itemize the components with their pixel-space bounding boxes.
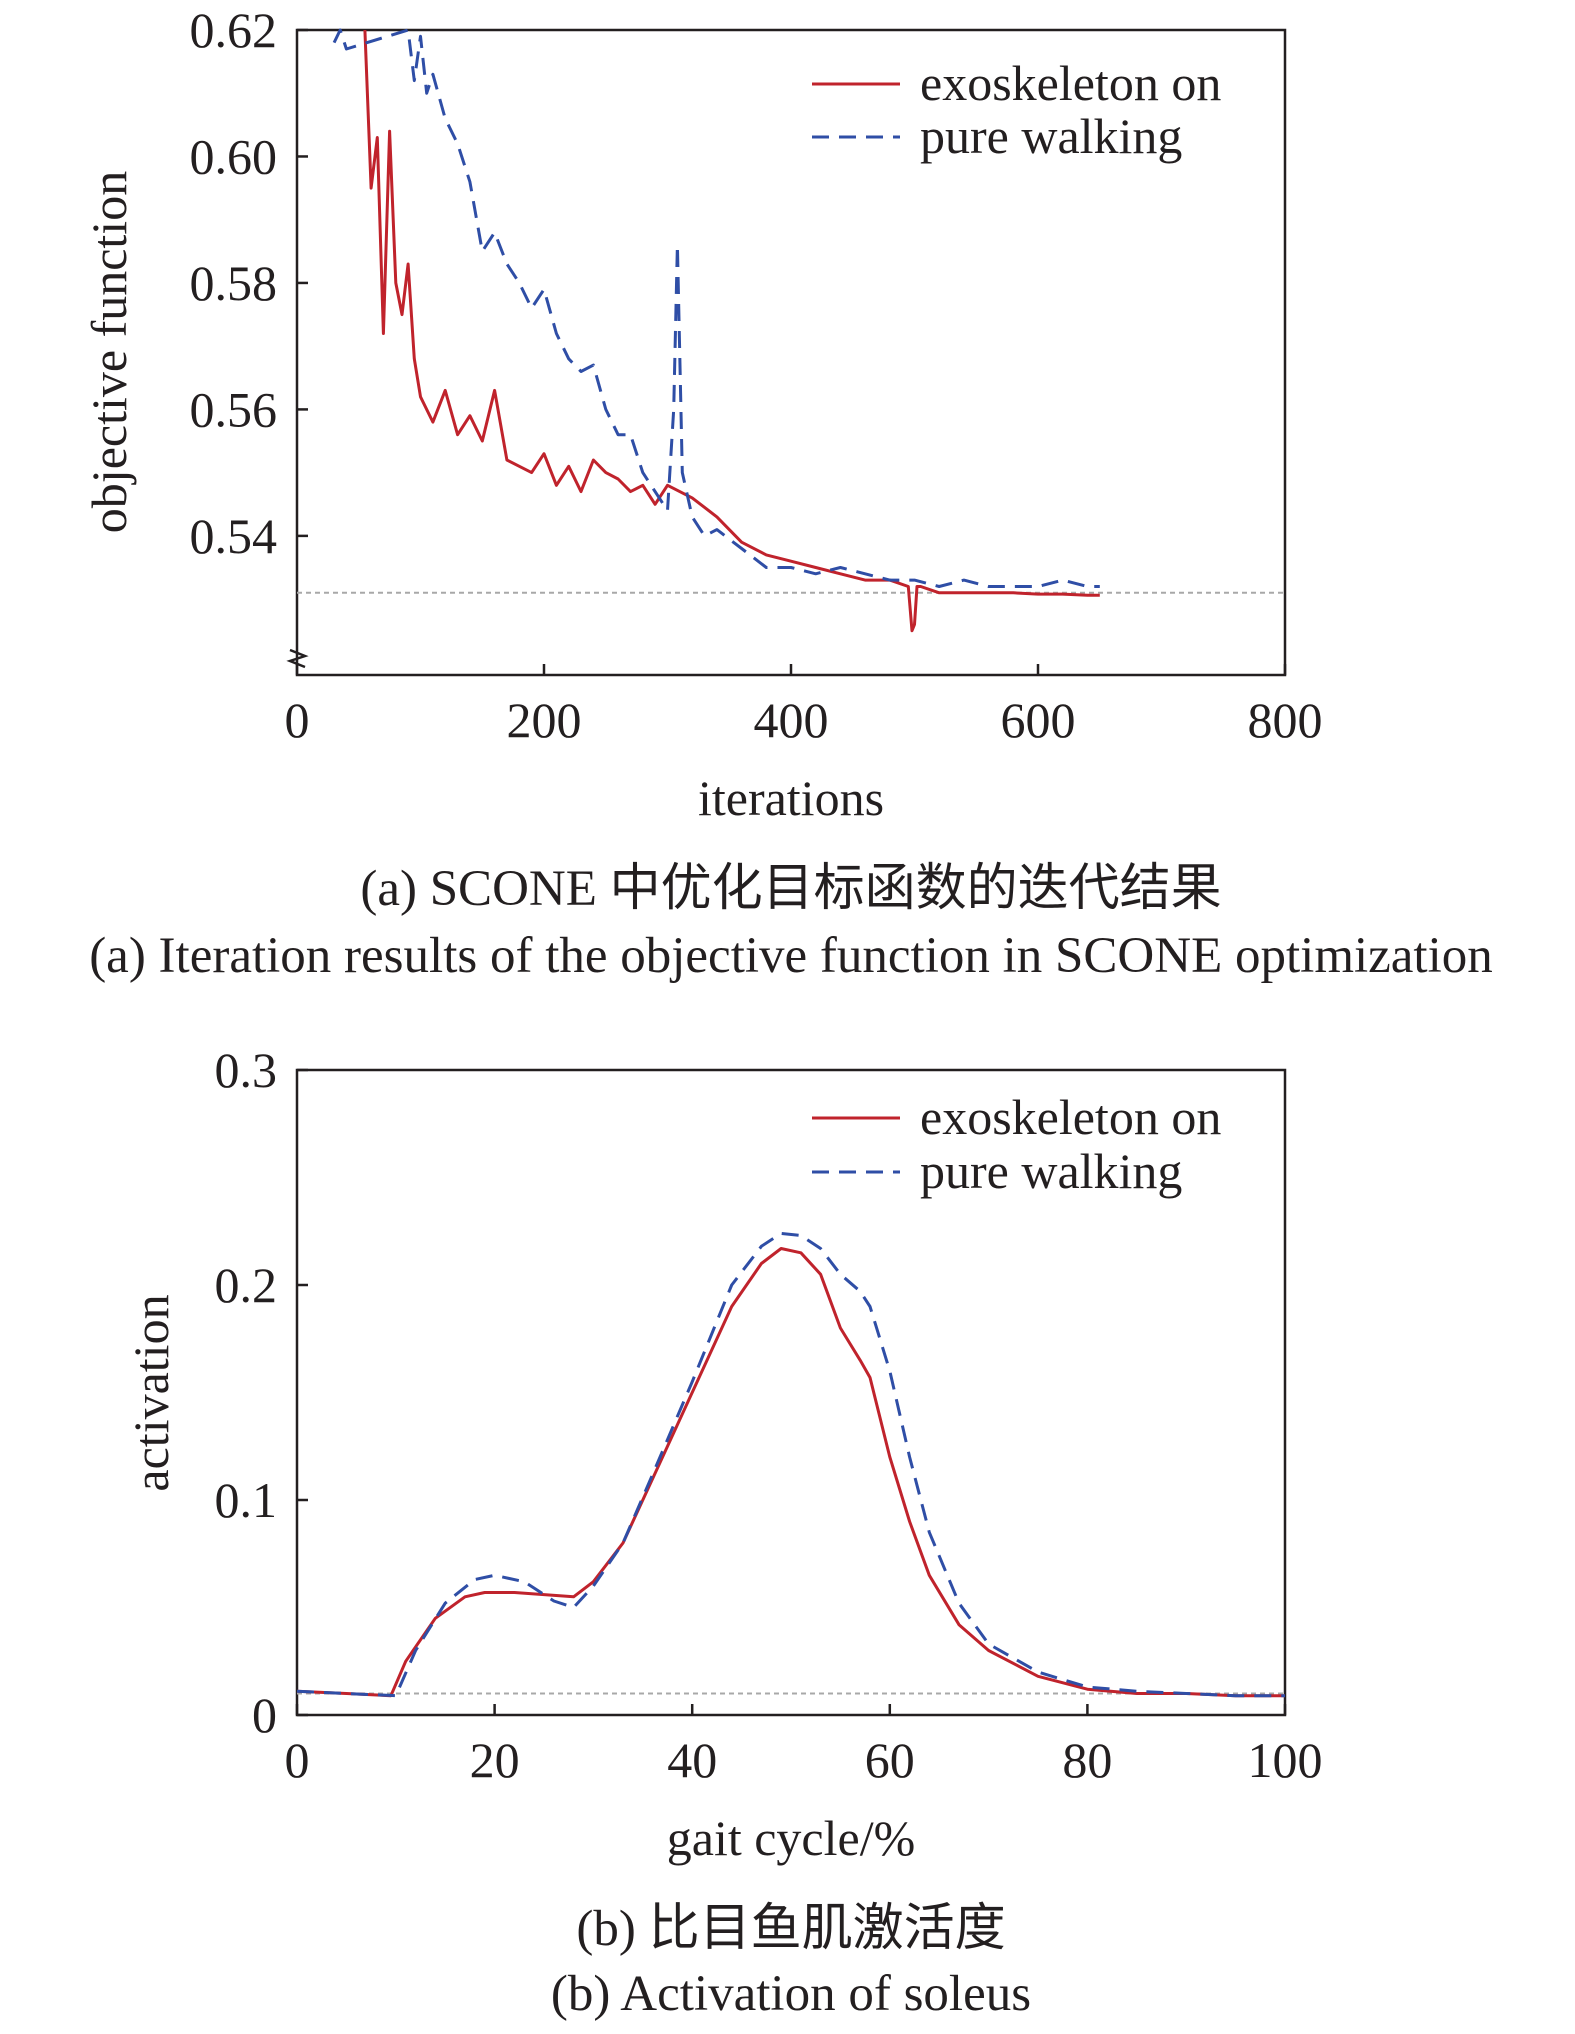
x-tick-label: 80 [1062,1732,1112,1788]
x-tick-label: 20 [470,1732,520,1788]
y-tick-label: 0.54 [190,508,278,564]
series-line-pure-walking [332,28,1100,588]
caption-a-chinese: (a) SCONE 中优化目标函数的迭代结果 [360,861,1221,917]
x-tick-label: 200 [507,692,582,748]
ticks-group: 0 20 40 60 80 100 0 0.1 0.2 0.3 [215,1042,1323,1788]
y-axis-title: objective function [81,171,137,533]
x-tick-label: 0 [285,1732,310,1788]
y-tick-label: 0.2 [215,1257,278,1313]
legend-label-exoskeleton: exoskeleton on [920,1089,1221,1145]
x-tick-label: 600 [1001,692,1076,748]
y-tick-label: 0.1 [215,1472,278,1528]
caption-b-english: (b) Activation of soleus [551,1966,1031,2022]
y-axis-title: activation [123,1294,179,1491]
series-line-exoskeleton-on [363,29,1100,633]
x-tick-label: 800 [1248,692,1323,748]
y-tick-label: 0 [252,1687,277,1743]
caption-a-english: (a) Iteration results of the objective f… [89,928,1493,984]
caption-b-chinese: (b) 比目鱼肌激活度 [576,1901,1005,1957]
y-tick-label: 0.56 [190,381,278,437]
legend: exoskeleton on pure walking [812,55,1221,164]
y-tick-label: 0.62 [190,2,278,58]
series-line-pure-walking [296,1231,1285,1698]
chart-objective-function: 0 200 400 600 800 0.54 0.56 0.58 0.60 0.62 iterat… [81,2,1493,984]
x-axis-title: iterations [698,770,884,826]
chart-soleus-activation: 0 20 40 60 80 100 0 0.1 0.2 0.3 gait cycle/% acti… [123,1042,1323,2022]
series-group [296,1231,1285,1698]
legend-label-pure-walking: pure walking [920,108,1182,164]
y-tick-label: 0.60 [190,128,278,184]
x-tick-label: 0 [285,692,310,748]
ticks-group: 0 200 400 600 800 0.54 0.56 0.58 0.60 0.62 [190,2,1323,748]
axis-break-mark [286,648,309,669]
x-axis-title: gait cycle/% [667,1810,916,1866]
legend: exoskeleton on pure walking [812,1089,1221,1199]
y-tick-label: 0.58 [190,255,278,311]
x-tick-label: 100 [1248,1732,1323,1788]
x-tick-label: 60 [865,1732,915,1788]
x-tick-label: 400 [754,692,829,748]
legend-label-exoskeleton: exoskeleton on [920,55,1221,111]
y-tick-label: 0.3 [215,1042,278,1098]
series-line-exoskeleton-on [296,1247,1285,1698]
x-tick-label: 40 [667,1732,717,1788]
legend-label-pure-walking: pure walking [920,1143,1182,1199]
series-group [332,28,1100,633]
plot-frame [295,1068,1287,1717]
